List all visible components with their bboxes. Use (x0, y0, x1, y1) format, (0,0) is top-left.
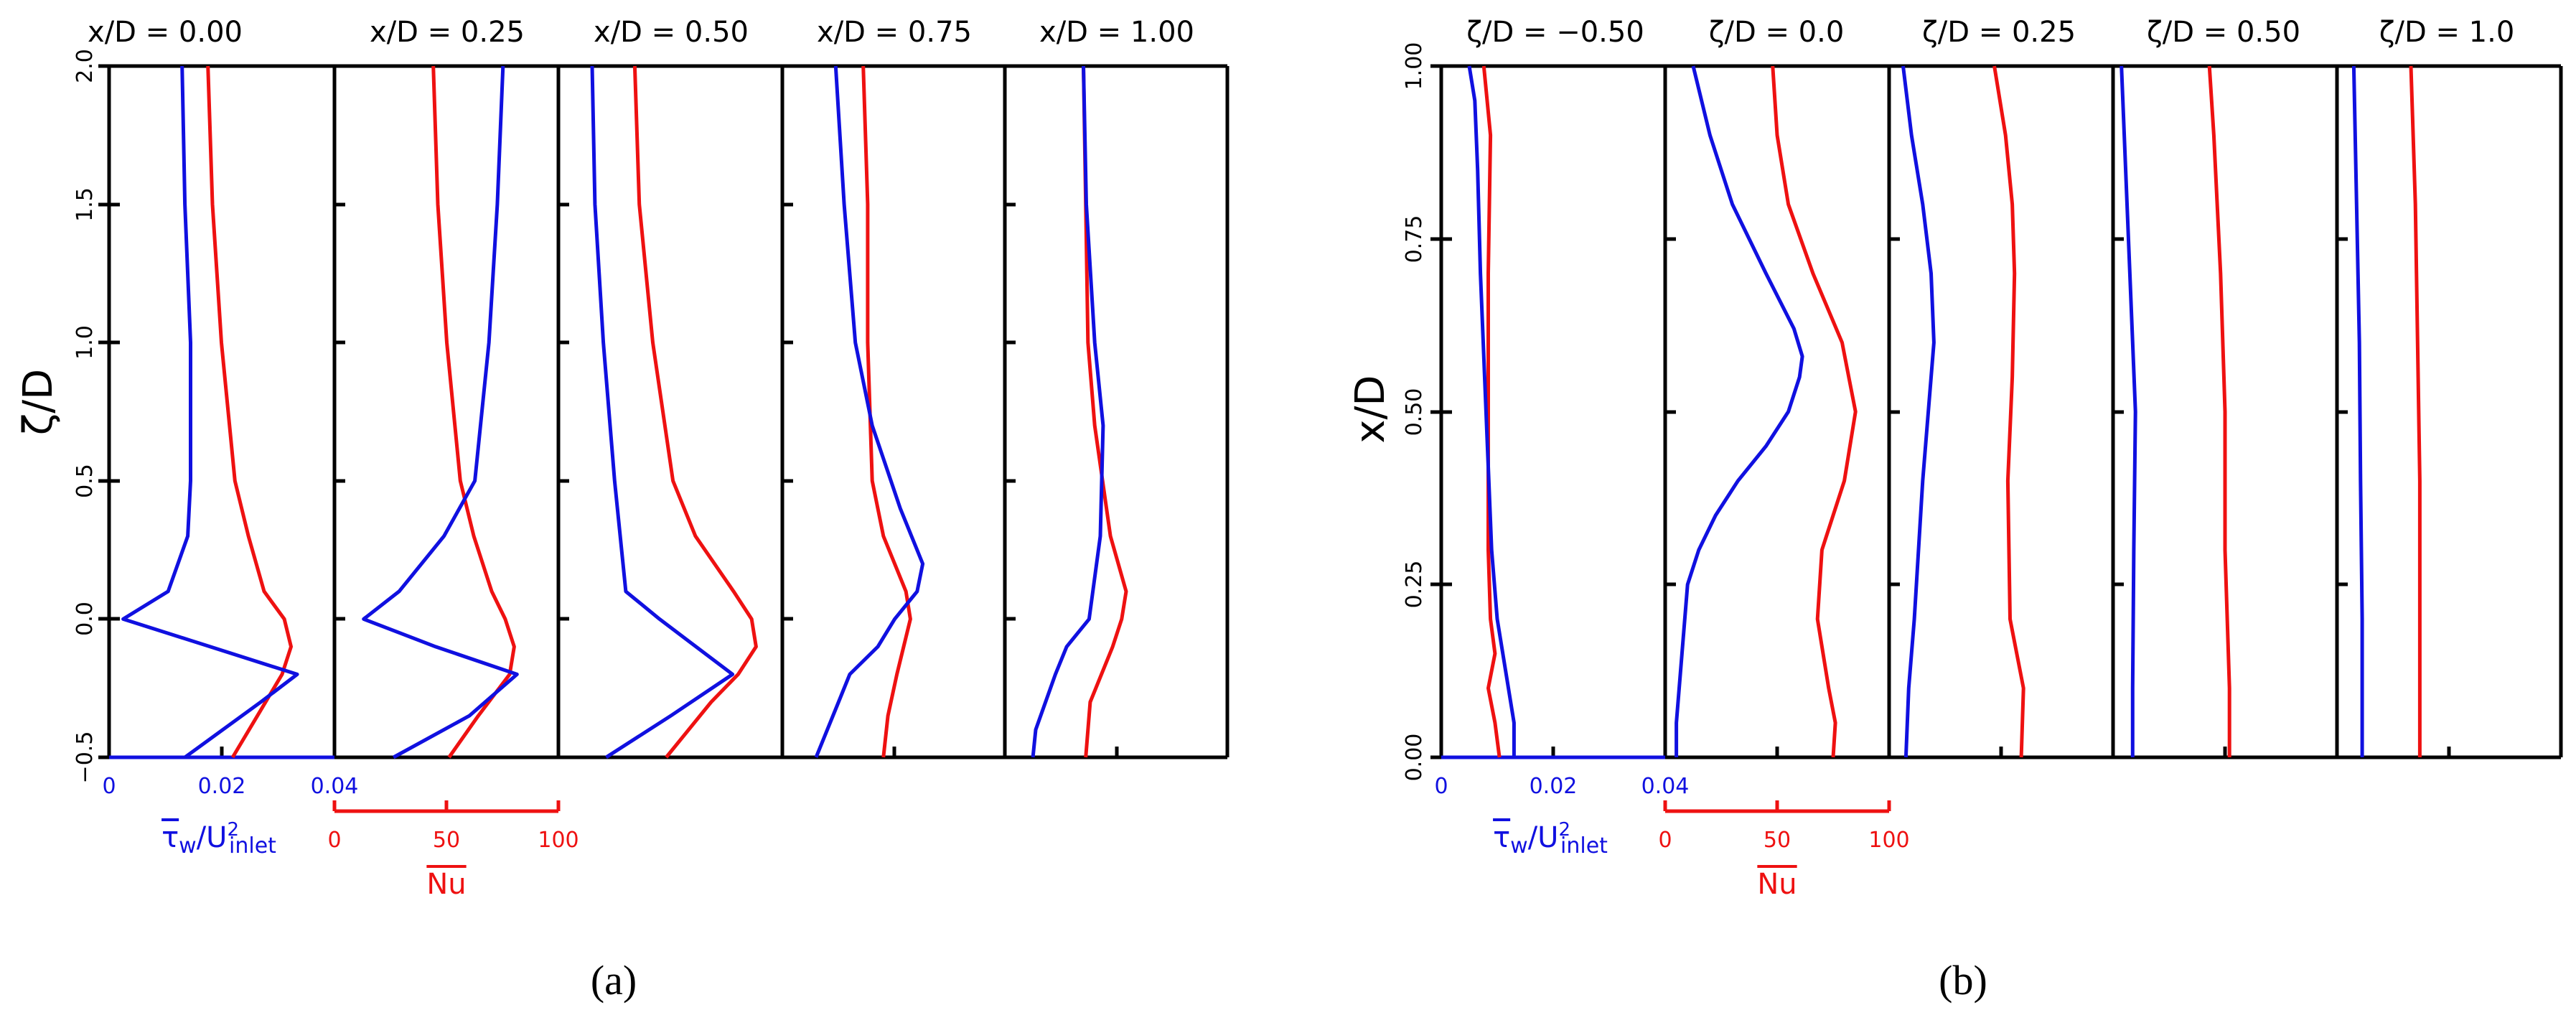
panel-b-subplot-title-4: ζ/D = 1.0 (2379, 16, 2515, 49)
panel-b-ytick-2: 0.50 (1402, 388, 1427, 436)
panel-b-label: (b) (1939, 957, 1987, 1004)
panel-b-nu-curve-4 (2409, 65, 2422, 757)
panel-a-nu-curve-4 (1082, 65, 1128, 758)
panel-a-tau-curve-3 (814, 65, 925, 758)
panel-b-tau-tick-1: 0.02 (1530, 774, 1578, 799)
panel-b-subplot-title-1: ζ/D = 0.0 (1709, 16, 1845, 49)
panel-a-label: (a) (591, 957, 637, 1004)
panel-b-nu-curve-1 (1771, 65, 1858, 758)
panel-b: x/D 0.00 0.25 0.50 0.75 1.00 ζ/D = −0.50… (1347, 16, 2563, 1004)
panel-a-tau-tick-2: 0.04 (311, 774, 359, 799)
panel-a-nu-axis (332, 800, 561, 813)
panel-a-tau-tick-0: 0 (102, 774, 116, 799)
panel-a-tau-curve-4 (1031, 65, 1105, 758)
panel-b-ytick-3: 0.75 (1402, 215, 1427, 263)
tau-subscript-w: w (1510, 833, 1528, 859)
panel-b-subplot-title-2: ζ/D = 0.25 (1922, 16, 2076, 49)
panel-b-nu-curve-2 (1992, 65, 2025, 758)
panel-a-ytick-5: 2.0 (72, 49, 98, 83)
tau-subscript-inlet: inlet (229, 833, 276, 859)
panel-a-subplot-title-3: x/D = 0.75 (817, 16, 972, 49)
panel-b-tau-tick-2: 0.04 (1641, 774, 1690, 799)
panel-a-ytick-3: 1.0 (72, 325, 98, 360)
panel-a-subplot-title-4: x/D = 1.00 (1039, 16, 1194, 49)
panel-a-nu-curve-2 (632, 65, 758, 759)
panel-b-subplot-title-3: ζ/D = 0.50 (2147, 16, 2300, 49)
tau-superscript-2: 2 (1558, 819, 1570, 841)
panel-b-nu-curve-0 (1481, 65, 1502, 758)
panel-a-tau-tick-1: 0.02 (198, 774, 246, 799)
panel-a-subplot-title-1: x/D = 0.25 (370, 16, 525, 49)
panel-a-nu-tick-0: 0 (327, 828, 341, 853)
panel-b-ytick-4: 1.00 (1402, 42, 1427, 90)
panel-a-nu-curve-0 (206, 65, 293, 759)
panel-b-nu-curve-3 (2207, 65, 2231, 757)
panel-a-tau-curve-2 (590, 65, 735, 759)
panel-b-subplot-title-0: ζ/D = −0.50 (1466, 16, 1644, 49)
tau-symbol: τ (1493, 821, 1510, 854)
tau-slash: /U (197, 821, 228, 854)
tau-symbol: τ (161, 821, 179, 854)
data-curves (121, 65, 2422, 759)
panel-a-nu-axis-label: Nu (426, 868, 466, 901)
panel-a-nu-curve-3 (861, 65, 912, 758)
panel-b-frame (1430, 64, 2563, 759)
panel-b-tau-curve-4 (2351, 65, 2364, 757)
panel-a-nu-tick-2: 100 (538, 828, 579, 853)
tau-superscript-2: 2 (227, 819, 239, 841)
panel-b-nu-tick-2: 100 (1868, 828, 1909, 853)
panel-a-subplot-title-0: x/D = 0.00 (88, 16, 243, 49)
panel-b-nu-axis-label: Nu (1757, 868, 1797, 901)
panel-a-tau-axis-label: τw/U2 inlet (161, 819, 276, 859)
tau-subscript-w: w (179, 833, 197, 859)
panel-a-nu-curve-1 (431, 65, 516, 759)
panel-b-ylabel: x/D (1347, 375, 1394, 443)
panel-a-nu-tick-1: 50 (433, 828, 460, 853)
panel-b-tau-tick-0: 0 (1434, 774, 1448, 799)
panel-a-ylabel: ζ/D (15, 369, 62, 435)
panel-b-nu-tick-0: 0 (1658, 828, 1672, 853)
panel-a: ζ/D −0.5 0.0 0.5 1.0 1.5 2.0 x/D = 0.00 … (15, 16, 1230, 1004)
panel-a-tau-curve-1 (362, 65, 519, 759)
tau-subscript-inlet: inlet (1560, 833, 1608, 859)
panel-a-ytick-2: 0.5 (72, 464, 98, 498)
panel-a-ytick-0: −0.5 (72, 731, 98, 784)
panel-b-ytick-1: 0.25 (1402, 561, 1427, 609)
panel-b-tau-axis-label: τw/U2 inlet (1493, 819, 1608, 859)
panel-b-tau-curve-1 (1675, 65, 1804, 757)
panel-a-ytick-4: 1.5 (72, 187, 98, 222)
panel-b-tau-curve-2 (1901, 65, 1936, 758)
panel-b-ytick-0: 0.00 (1402, 734, 1427, 782)
panel-b-nu-tick-1: 50 (1764, 828, 1791, 853)
panel-a-subplot-title-2: x/D = 0.50 (594, 16, 749, 49)
tau-slash: /U (1528, 821, 1559, 854)
panel-b-nu-axis (1663, 800, 1891, 813)
panel-b-tau-curve-3 (2120, 65, 2137, 757)
panel-a-tau-curve-0 (121, 65, 299, 759)
panel-a-ytick-1: 0.0 (72, 602, 98, 636)
panel-b-tau-curve-0 (1467, 65, 1516, 757)
